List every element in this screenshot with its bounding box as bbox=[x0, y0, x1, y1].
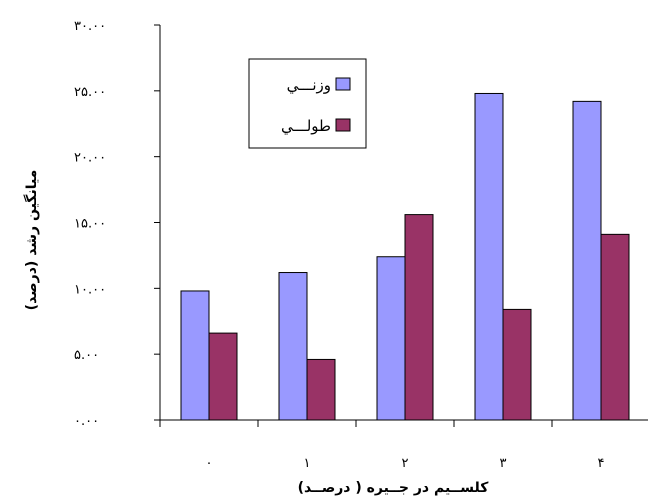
y-tick-label: ۰.۰۰ bbox=[74, 414, 99, 429]
legend-label: طولـــي bbox=[281, 117, 331, 136]
y-tick-label: ۵.۰۰ bbox=[74, 348, 99, 363]
axes bbox=[154, 24, 648, 427]
legend-label: وزنـــي bbox=[287, 76, 331, 95]
y-tick-labels: ۰.۰۰ ۵.۰۰ ۱۰.۰۰ ۱۵.۰۰ ۲۰.۰۰ ۲۵.۰۰ ۳۰.۰۰ bbox=[74, 19, 106, 429]
y-tick-label: ۱۰.۰۰ bbox=[74, 282, 106, 297]
x-tick-labels: ۰ ۱ ۲ ۳ ۴ bbox=[206, 456, 605, 471]
x-tick-label: ۱ bbox=[304, 456, 311, 471]
bar-length bbox=[208, 332, 238, 421]
y-tick-label: ۱۵.۰۰ bbox=[74, 217, 106, 232]
bars bbox=[180, 92, 630, 421]
y-tick-label: ۲۰.۰۰ bbox=[74, 151, 106, 166]
bar-weight bbox=[376, 256, 406, 421]
bar-length bbox=[404, 214, 434, 421]
legend: وزنـــي طولـــي bbox=[248, 58, 367, 149]
x-tick-label: ۲ bbox=[402, 456, 409, 471]
legend-swatch bbox=[335, 118, 351, 132]
y-tick-label: ۳۰.۰۰ bbox=[74, 19, 106, 34]
bar-length bbox=[600, 233, 630, 421]
bar-weight bbox=[474, 92, 504, 421]
bar-weight bbox=[180, 290, 210, 421]
x-tick-label: ۰ bbox=[206, 456, 213, 471]
x-axis-title: کلســیم در جــیره ( درصــد) bbox=[298, 480, 490, 496]
bar-length bbox=[502, 308, 532, 421]
y-axis-title: میانگین رشد (درصد) bbox=[23, 170, 40, 311]
x-tick-label: ۴ bbox=[598, 456, 605, 471]
legend-box bbox=[248, 58, 367, 149]
y-tick-label: ۲۵.۰۰ bbox=[74, 85, 106, 100]
bar-length bbox=[306, 358, 336, 421]
x-tick-label: ۳ bbox=[500, 456, 507, 471]
bar-weight bbox=[278, 272, 308, 421]
legend-swatch bbox=[335, 77, 351, 91]
bar-weight bbox=[572, 100, 602, 421]
